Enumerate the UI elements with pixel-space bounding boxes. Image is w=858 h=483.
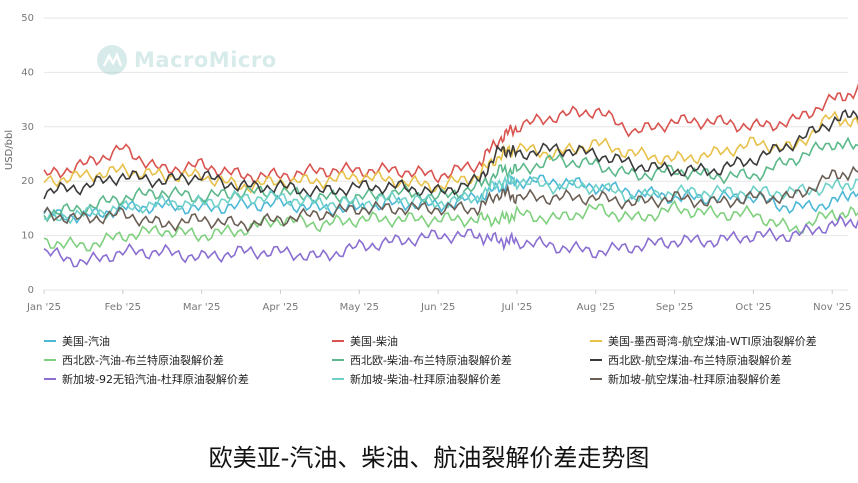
legend-item[interactable]: 西北欧-汽油-布兰特原油裂解价差 [44, 352, 224, 368]
legend-item[interactable]: 西北欧-航空煤油-布兰特原油裂解价差 [590, 352, 792, 368]
legend-swatch [332, 378, 344, 380]
x-tick-label: Nov '25 [813, 302, 851, 313]
y-axis-ticks: 0 10 20 30 40 50 [21, 13, 34, 296]
legend-swatch [590, 378, 602, 380]
legend-swatch [44, 378, 56, 380]
series-line[interactable] [43, 165, 858, 233]
y-tick-label: 0 [28, 285, 34, 296]
series-line[interactable] [43, 109, 858, 200]
x-tick-label: Aug '25 [577, 302, 615, 313]
x-axis-ticks: Jan '25 Feb '25 Mar '25 Apr '25 May '25 Jun '… [26, 290, 851, 313]
y-tick-label: 10 [21, 231, 34, 242]
y-tick-label: 40 [21, 67, 34, 78]
legend-item[interactable]: 西北欧-柴油-布兰特原油裂解价差 [332, 352, 512, 368]
legend-swatch [44, 359, 56, 361]
legend-label: 美国-汽油 [62, 335, 110, 348]
x-tick-label: Oct '25 [735, 302, 771, 313]
legend-label: 新加坡-92无铅汽油-杜拜原油裂解价差 [62, 373, 249, 386]
legend-label: 西北欧-航空煤油-布兰特原油裂解价差 [608, 354, 792, 367]
legend-item[interactable]: 美国-柴油 [332, 333, 398, 349]
y-axis-label: USD/bbl [4, 130, 15, 170]
legend-swatch [590, 340, 602, 342]
crack-spread-chart: 0 10 20 30 40 50 Jan '25 Feb '25 Mar '25 Apr '25… [4, 13, 858, 313]
legend-item[interactable]: 新加坡-92无铅汽油-杜拜原油裂解价差 [44, 371, 249, 387]
y-tick-label: 20 [21, 176, 34, 187]
x-tick-label: Sep '25 [656, 302, 694, 313]
legend-item[interactable]: 美国-汽油 [44, 333, 110, 349]
legend-label: 新加坡-柴油-杜拜原油裂解价差 [350, 373, 501, 386]
legend-label: 西北欧-柴油-布兰特原油裂解价差 [350, 354, 512, 367]
x-tick-label: Jun '25 [420, 302, 455, 313]
series-line[interactable] [43, 214, 858, 268]
legend-swatch [332, 340, 344, 342]
legend-swatch [590, 359, 602, 361]
x-tick-label: Feb '25 [105, 302, 141, 313]
series-line[interactable] [43, 172, 858, 225]
series-line[interactable] [43, 83, 858, 185]
x-tick-label: May '25 [340, 302, 379, 313]
y-tick-label: 50 [21, 13, 34, 24]
legend-label: 美国-柴油 [350, 335, 398, 348]
series-lines [43, 83, 858, 268]
series-line[interactable] [43, 110, 858, 194]
legend-label: 新加坡-航空煤油-杜拜原油裂解价差 [608, 373, 781, 386]
legend-item[interactable]: 新加坡-航空煤油-杜拜原油裂解价差 [590, 371, 781, 387]
brand-name: MacroMicro [134, 48, 277, 72]
brand-logo-icon [97, 45, 127, 75]
series-line[interactable] [43, 199, 858, 252]
brand-watermark: MacroMicro [96, 44, 277, 76]
legend-item[interactable]: 新加坡-柴油-杜拜原油裂解价差 [332, 371, 501, 387]
x-tick-label: Jul '25 [501, 302, 533, 313]
x-tick-label: Apr '25 [262, 302, 298, 313]
legend-item[interactable]: 美国-墨西哥湾-航空煤油-WTI原油裂解价差 [590, 333, 817, 349]
legend-swatch [44, 340, 56, 342]
legend-label: 西北欧-汽油-布兰特原油裂解价差 [62, 354, 224, 367]
legend-swatch [332, 359, 344, 361]
series-line[interactable] [43, 174, 858, 225]
x-tick-label: Mar '25 [183, 302, 221, 313]
legend-label: 美国-墨西哥湾-航空煤油-WTI原油裂解价差 [608, 335, 817, 348]
figure-caption: 欧美亚-汽油、柴油、航油裂解价差走势图 [208, 444, 650, 472]
x-tick-label: Jan '25 [26, 302, 61, 313]
y-tick-label: 30 [21, 122, 34, 133]
